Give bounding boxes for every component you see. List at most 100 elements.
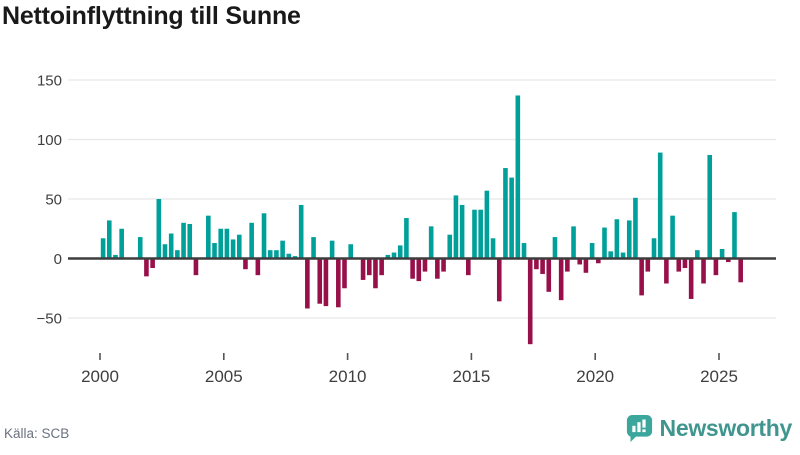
bar xyxy=(156,199,162,259)
bar xyxy=(558,258,564,301)
bar xyxy=(540,258,545,274)
bar xyxy=(119,228,124,259)
bar xyxy=(466,258,471,276)
bar xyxy=(193,258,199,276)
bar xyxy=(255,258,261,276)
bar xyxy=(144,258,149,277)
bar xyxy=(298,204,304,259)
bar xyxy=(175,250,180,259)
bar xyxy=(422,258,428,272)
logo-exclaim-dot xyxy=(641,429,646,433)
bar xyxy=(676,258,682,272)
bar xyxy=(503,168,508,259)
bar xyxy=(577,258,583,265)
bar xyxy=(280,240,285,259)
bar xyxy=(348,244,353,259)
bar xyxy=(521,243,527,259)
y-axis-label: 100 xyxy=(37,132,62,149)
bar xyxy=(707,154,713,259)
bar xyxy=(534,258,539,270)
y-axis-label: −50 xyxy=(37,311,62,328)
bar xyxy=(181,222,186,259)
newsworthy-logo: Newsworthy xyxy=(626,414,792,443)
bar xyxy=(274,250,279,259)
bar xyxy=(100,238,106,259)
bar xyxy=(490,238,496,259)
bar xyxy=(509,177,514,259)
newsworthy-logo-icon xyxy=(626,415,652,442)
bar xyxy=(459,204,465,259)
bar xyxy=(404,218,409,259)
bar xyxy=(212,243,217,259)
bar xyxy=(620,252,626,259)
bar xyxy=(336,258,341,308)
bar xyxy=(496,258,502,302)
x-axis-label: 2010 xyxy=(329,367,367,386)
logo-bar-1 xyxy=(631,425,636,433)
bar xyxy=(410,258,415,279)
bar xyxy=(305,258,310,309)
bar xyxy=(416,258,422,282)
bar xyxy=(688,258,694,299)
bar xyxy=(719,248,725,259)
bar xyxy=(243,258,248,270)
logo-bar-2 xyxy=(636,422,641,433)
bar xyxy=(565,258,570,272)
bar xyxy=(230,239,236,259)
bar xyxy=(435,258,440,279)
bar xyxy=(583,258,589,273)
bar xyxy=(664,258,669,284)
bar xyxy=(311,237,316,259)
bar xyxy=(614,219,620,259)
bar xyxy=(484,190,490,259)
bar xyxy=(329,240,335,259)
bar xyxy=(701,258,706,284)
bar xyxy=(725,258,731,263)
bar xyxy=(713,258,719,276)
bar xyxy=(441,258,446,272)
bar xyxy=(366,258,372,276)
source-label: Källa: SCB xyxy=(4,426,70,441)
bar xyxy=(645,258,651,272)
bar xyxy=(682,258,688,269)
bar xyxy=(515,95,521,259)
bar xyxy=(218,228,224,259)
bar xyxy=(236,234,242,259)
bar xyxy=(608,251,613,259)
bar xyxy=(602,227,607,259)
bar xyxy=(261,213,267,259)
bar xyxy=(527,258,533,345)
bar xyxy=(651,238,657,259)
bar xyxy=(379,258,384,276)
bar xyxy=(224,228,230,259)
bar xyxy=(670,215,675,259)
bar xyxy=(571,226,576,259)
bar xyxy=(596,258,601,264)
bar xyxy=(267,250,273,259)
bar xyxy=(317,258,323,304)
bar xyxy=(447,234,453,259)
x-axis-label: 2015 xyxy=(452,367,490,386)
bar xyxy=(360,258,366,280)
x-axis-label: 2000 xyxy=(81,367,119,386)
chart-title: Nettoinflyttning till Sunne xyxy=(2,2,301,30)
bar xyxy=(639,258,644,296)
x-axis-label: 2020 xyxy=(576,367,614,386)
bar xyxy=(373,258,378,289)
x-axis-label: 2025 xyxy=(700,367,738,386)
bar xyxy=(546,258,552,292)
bar xyxy=(137,237,143,259)
bar xyxy=(286,253,292,259)
bar xyxy=(113,254,118,259)
bar xyxy=(453,195,459,259)
logo-exclaim-bar xyxy=(641,419,646,428)
bar xyxy=(342,258,347,289)
bar xyxy=(150,258,155,269)
bar xyxy=(391,252,397,259)
bar xyxy=(428,226,434,259)
y-axis-label: 0 xyxy=(54,251,62,268)
bar xyxy=(738,258,743,283)
